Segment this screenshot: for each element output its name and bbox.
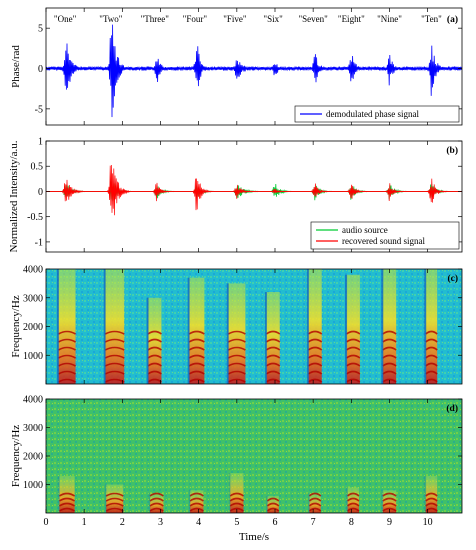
ytick-label-c-2: 3000 <box>23 293 43 304</box>
word-label-6: "Seven" <box>298 14 328 24</box>
word-label-1: "Two" <box>99 14 123 24</box>
series-b-1 <box>46 164 462 216</box>
legend-label-a-0: demodulated phase signal <box>326 109 419 119</box>
word-band-c-9 <box>424 269 438 384</box>
word-label-9: "Ten" <box>421 14 442 24</box>
xtick-label-d-1: 1 <box>82 517 87 528</box>
ylabel-d: Frequency/Hz <box>10 425 22 487</box>
ytick-label-b-3: 0.5 <box>31 162 44 173</box>
panel-b: -1 -0.5 0 0.5 1 Normalized Intensity/a.u. (b) a… <box>8 137 463 253</box>
word-label-4: "Five" <box>223 14 247 24</box>
panel-label-c: (c) <box>447 273 458 284</box>
ylabel-a: Phase/rad <box>10 45 22 88</box>
plot-area-c <box>46 269 462 384</box>
word-band-c-7 <box>345 274 361 384</box>
word-label-5: "Six" <box>263 14 283 24</box>
panel-label-b: (b) <box>446 145 458 156</box>
legend-a: demodulated phase signal <box>294 105 460 123</box>
word-band-c-1 <box>103 269 125 384</box>
ytick-label-d-1: 2000 <box>23 452 43 463</box>
word-band-d-2 <box>148 492 164 513</box>
word-band-c-4 <box>226 283 246 384</box>
word-band-c-3 <box>187 277 205 384</box>
xtick-label-d-9: 9 <box>387 517 392 528</box>
xtick-label-d-4: 4 <box>196 517 201 528</box>
word-label-8: "Nine" <box>377 14 402 24</box>
plot-area-b <box>46 164 462 216</box>
plot-area-a <box>46 24 462 118</box>
xtick-label-d-5: 5 <box>234 517 239 528</box>
word-band-d-9 <box>424 475 438 513</box>
ytick-label-c-1: 2000 <box>23 322 43 333</box>
ytick-label-d-3: 4000 <box>23 395 43 406</box>
plot-area-d <box>46 399 462 513</box>
ytick-label-d-2: 3000 <box>23 423 43 434</box>
word-band-d-7 <box>346 487 360 513</box>
word-label-7: "Eight" <box>338 14 365 24</box>
word-band-c-2 <box>146 297 162 384</box>
panel-d: 1000 2000 3000 4000 0 1 2 3 4 5 6 7 8 9 10 Frequency/Hz… <box>10 395 463 543</box>
panel-a: -5 0 5 Phase/rad (a) "One" "Two" "Three" "Four" "… <box>10 7 463 126</box>
ylabel-b: Normalized Intensity/a.u. <box>8 140 20 252</box>
word-label-2: "Three" <box>141 14 170 24</box>
axes-frame-b <box>45 140 463 253</box>
legend-label-b-1: recovered sound signal <box>342 236 425 246</box>
word-band-d-3 <box>188 490 204 513</box>
word-band-c-8 <box>381 269 397 384</box>
word-band-c-5 <box>264 292 281 384</box>
ytick-label-a-0: -5 <box>35 104 43 115</box>
panel-label-d: (d) <box>446 403 458 414</box>
xtick-label-d-10: 10 <box>423 517 433 528</box>
ytick-label-b-4: 1 <box>38 137 43 148</box>
word-label-3: "Four" <box>183 14 208 24</box>
xtick-label-d-7: 7 <box>311 517 316 528</box>
xtick-label-d-8: 8 <box>349 517 354 528</box>
ytick-label-d-0: 1000 <box>23 480 43 491</box>
xtick-label-d-0: 0 <box>44 517 49 528</box>
ytick-label-b-0: -1 <box>35 237 43 248</box>
ylabel-c: Frequency/Hz <box>10 295 22 357</box>
xtick-label-d-3: 3 <box>158 517 163 528</box>
word-band-c-0 <box>56 269 76 384</box>
word-label-0: "One" <box>54 14 77 24</box>
ytick-label-c-0: 1000 <box>23 351 43 362</box>
word-band-c-6 <box>306 269 323 384</box>
word-band-d-5 <box>265 495 280 513</box>
series-a-0 <box>46 24 462 118</box>
ytick-label-c-3: 4000 <box>23 265 43 276</box>
word-band-d-4 <box>228 473 244 513</box>
ytick-label-b-2: 0 <box>38 187 43 198</box>
word-band-d-1 <box>104 484 124 513</box>
xtick-label-d-6: 6 <box>272 517 277 528</box>
word-band-d-0 <box>57 475 76 513</box>
legend-label-b-0: audio source <box>342 225 388 235</box>
xlabel-d: Time/s <box>239 531 269 543</box>
ytick-label-a-2: 5 <box>38 24 43 35</box>
word-band-d-6 <box>307 492 322 513</box>
xtick-label-d-2: 2 <box>120 517 125 528</box>
ytick-label-a-1: 0 <box>38 64 43 75</box>
word-band-d-8 <box>381 490 397 513</box>
panel-label-a: (a) <box>447 14 458 25</box>
axes-frame-a <box>45 7 463 126</box>
panel-c: 1000 2000 3000 4000 Frequency/Hz (c) <box>10 265 463 385</box>
ytick-label-b-1: -0.5 <box>27 212 43 223</box>
